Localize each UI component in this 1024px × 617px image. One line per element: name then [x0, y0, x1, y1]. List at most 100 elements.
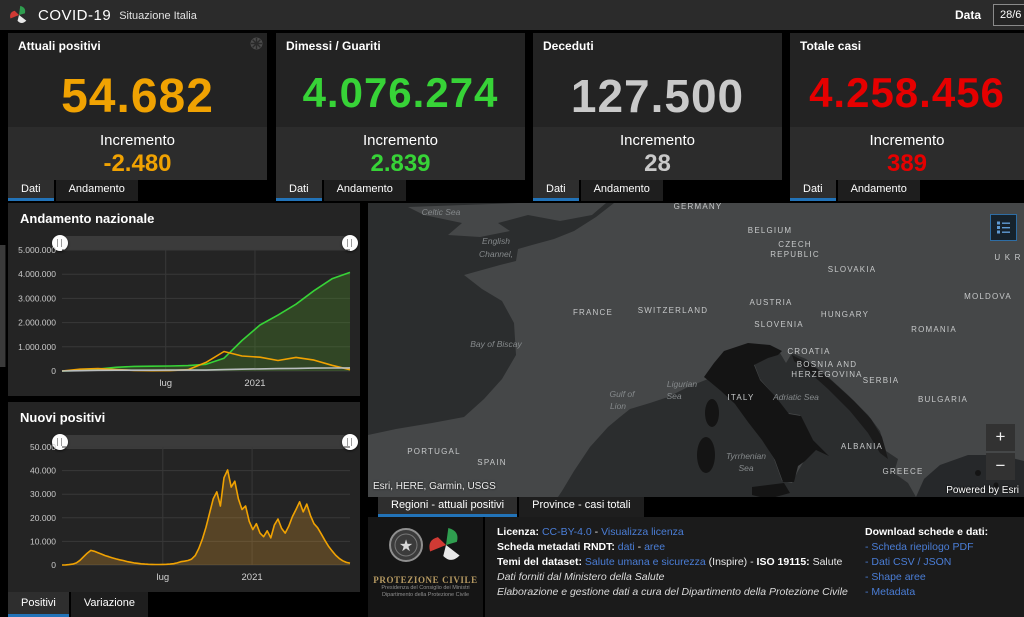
tab-dati[interactable]: Dati — [8, 180, 54, 201]
slider-handle-left[interactable] — [52, 235, 68, 251]
increment-value: 389 — [886, 150, 928, 177]
download-shape-link[interactable]: - Shape aree — [865, 571, 926, 583]
data-processing-note: Elaborazione e gestione dati a cura del … — [497, 586, 848, 598]
svg-text:English: English — [482, 236, 510, 246]
tab-andamento[interactable]: Andamento — [837, 180, 920, 201]
header-bar: COVID-19 Situazione Italia Data 28/6 — [0, 0, 1024, 30]
svg-text:HERZEGOVINA: HERZEGOVINA — [791, 370, 862, 379]
tab-andamento[interactable]: Andamento — [580, 180, 663, 201]
svg-text:U K R: U K R — [994, 253, 1021, 262]
svg-text:Sea: Sea — [738, 463, 753, 473]
svg-text:GERMANY: GERMANY — [674, 203, 723, 211]
date-label: Data — [955, 8, 982, 22]
card-value: 4.258.456 — [809, 69, 1005, 116]
card-totale-casi: Totale casi 4.258.456 Incremento 389 — [790, 33, 1024, 180]
svg-text:Sea: Sea — [666, 391, 681, 401]
legend-button[interactable] — [990, 214, 1017, 241]
tab-province[interactable]: Province - casi totali — [519, 497, 644, 517]
chart-title: Nuovi positivi — [20, 410, 106, 425]
tab-andamento[interactable]: Andamento — [55, 180, 138, 201]
tab-dati[interactable]: Dati — [790, 180, 836, 201]
tab-dati[interactable]: Dati — [533, 180, 579, 201]
svg-text:0: 0 — [51, 366, 56, 376]
gear-icon[interactable] — [249, 36, 264, 51]
license-label: Licenza: — [497, 526, 540, 538]
increment-band: Incremento 28 — [533, 127, 782, 180]
slider-handle-right[interactable] — [342, 235, 358, 251]
page-title: COVID-19 — [38, 6, 112, 24]
bottom-chart-tabs: Positivi Variazione — [8, 592, 150, 617]
iso-label: ISO 19115: — [756, 556, 810, 568]
national-trend-chart[interactable]: 5.000.000 4.000.000 3.000.000 2.000.000 1.00… — [12, 245, 356, 393]
powered-by-esri: Powered by Esri — [946, 485, 1019, 496]
svg-text:SWITZERLAND: SWITZERLAND — [638, 306, 709, 315]
brand-logos-icon: ★ — [388, 527, 461, 564]
daily-positives-chart[interactable]: 50.000 40.000 30.000 20.000 10.000 0 lug 2021 — [12, 442, 356, 587]
metadata-aree-link[interactable]: aree — [644, 541, 666, 553]
brand-line2: Dipartimento della Protezione Civile — [381, 592, 470, 598]
tab-andamento[interactable]: Andamento — [323, 180, 406, 201]
svg-text:Tyrrhenian: Tyrrhenian — [726, 451, 766, 461]
map-land-britain — [408, 203, 606, 237]
date-selector[interactable]: 28/6 — [993, 4, 1024, 26]
panel-andamento-nazionale: Andamento nazionale 5.000.000 4.000.000 3.… — [8, 203, 360, 396]
legend-list-icon — [997, 221, 1010, 234]
svg-text:3.000.000: 3.000.000 — [18, 293, 56, 303]
zoom-in-button[interactable]: + — [986, 424, 1015, 451]
dataset-info-panel: Licenza: CC-BY-4.0 - Visualizza licenza … — [485, 517, 1024, 617]
card1-tabs: Dati Andamento — [8, 180, 140, 201]
license-link[interactable]: CC-BY-4.0 — [541, 526, 592, 538]
svg-text:2021: 2021 — [242, 572, 263, 583]
slider-handle-left[interactable] — [52, 434, 68, 450]
download-pdf-link[interactable]: - Scheda riepilogo PDF — [865, 541, 974, 553]
svg-text:10.000: 10.000 — [30, 536, 56, 546]
theme-label: Temi del dataset: — [497, 556, 582, 568]
increment-label: Incremento — [362, 132, 439, 149]
theme-line: Temi del dataset: Salute umana e sicurez… — [497, 555, 857, 570]
card-value: 127.500 — [570, 70, 745, 122]
svg-text:Gulf of: Gulf of — [609, 389, 636, 399]
zoom-out-button[interactable]: − — [986, 453, 1015, 480]
card3-tabs: Dati Andamento — [533, 180, 665, 201]
theme-link[interactable]: Salute umana e sicurezza — [584, 556, 706, 568]
time-range-slider[interactable] — [52, 235, 358, 251]
svg-text:★: ★ — [398, 538, 412, 555]
increment-value: 2.839 — [370, 150, 431, 177]
svg-text:40.000: 40.000 — [30, 466, 56, 476]
license-info: Licenza: CC-BY-4.0 - Visualizza licenza … — [497, 525, 857, 600]
slider-handle-right[interactable] — [342, 434, 358, 450]
time-range-slider[interactable] — [52, 434, 358, 450]
svg-text:lug: lug — [159, 378, 172, 389]
download-csv-json-link[interactable]: - Dati CSV / JSON — [865, 556, 952, 568]
tab-positivi[interactable]: Positivi — [8, 592, 69, 617]
card-dimessi-guariti: Dimessi / Guariti 4.076.274 Incremento 2… — [276, 33, 525, 180]
map-region-italy[interactable] — [704, 343, 829, 482]
left-panel-handle[interactable] — [0, 245, 6, 367]
map-island-sardinia — [697, 437, 715, 473]
tab-variazione[interactable]: Variazione — [70, 592, 149, 617]
metadata-line: Scheda metadati RNDT: dati - aree — [497, 540, 857, 555]
svg-text:ROMANIA: ROMANIA — [911, 325, 957, 334]
metadata-dati-link[interactable]: dati — [617, 541, 635, 553]
tab-regioni[interactable]: Regioni - attuali positivi — [378, 497, 518, 517]
svg-text:1.000.000: 1.000.000 — [18, 342, 56, 352]
svg-text:CZECH: CZECH — [778, 240, 812, 249]
map-attribution: Esri, HERE, Garmin, USGS — [373, 481, 496, 492]
svg-text:BULGARIA: BULGARIA — [918, 395, 968, 404]
view-license-link[interactable]: Visualizza licenza — [601, 526, 684, 538]
increment-value: -2.480 — [103, 150, 172, 177]
map-zoom-controls: + − — [986, 424, 1015, 482]
svg-text:SLOVAKIA: SLOVAKIA — [828, 265, 877, 274]
map-island — [962, 487, 966, 491]
download-metadata-link[interactable]: - Metadata — [865, 586, 916, 598]
svg-text:ALBANIA: ALBANIA — [841, 442, 883, 451]
svg-text:20.000: 20.000 — [30, 513, 56, 523]
card-attuali-positivi: Attuali positivi 54.682 Incremento -2.48… — [8, 33, 267, 180]
europe-map[interactable]: GERMANY BELGIUM CZECH REPUBLIC SLOVAKIA AUSTR… — [368, 203, 1024, 497]
tab-dati[interactable]: Dati — [276, 180, 322, 201]
license-line: Licenza: CC-BY-4.0 - Visualizza licenza — [497, 525, 857, 540]
protezione-civile-brand: ★ PROTEZIONE CIVILE Presidenza del Consi… — [368, 517, 483, 617]
